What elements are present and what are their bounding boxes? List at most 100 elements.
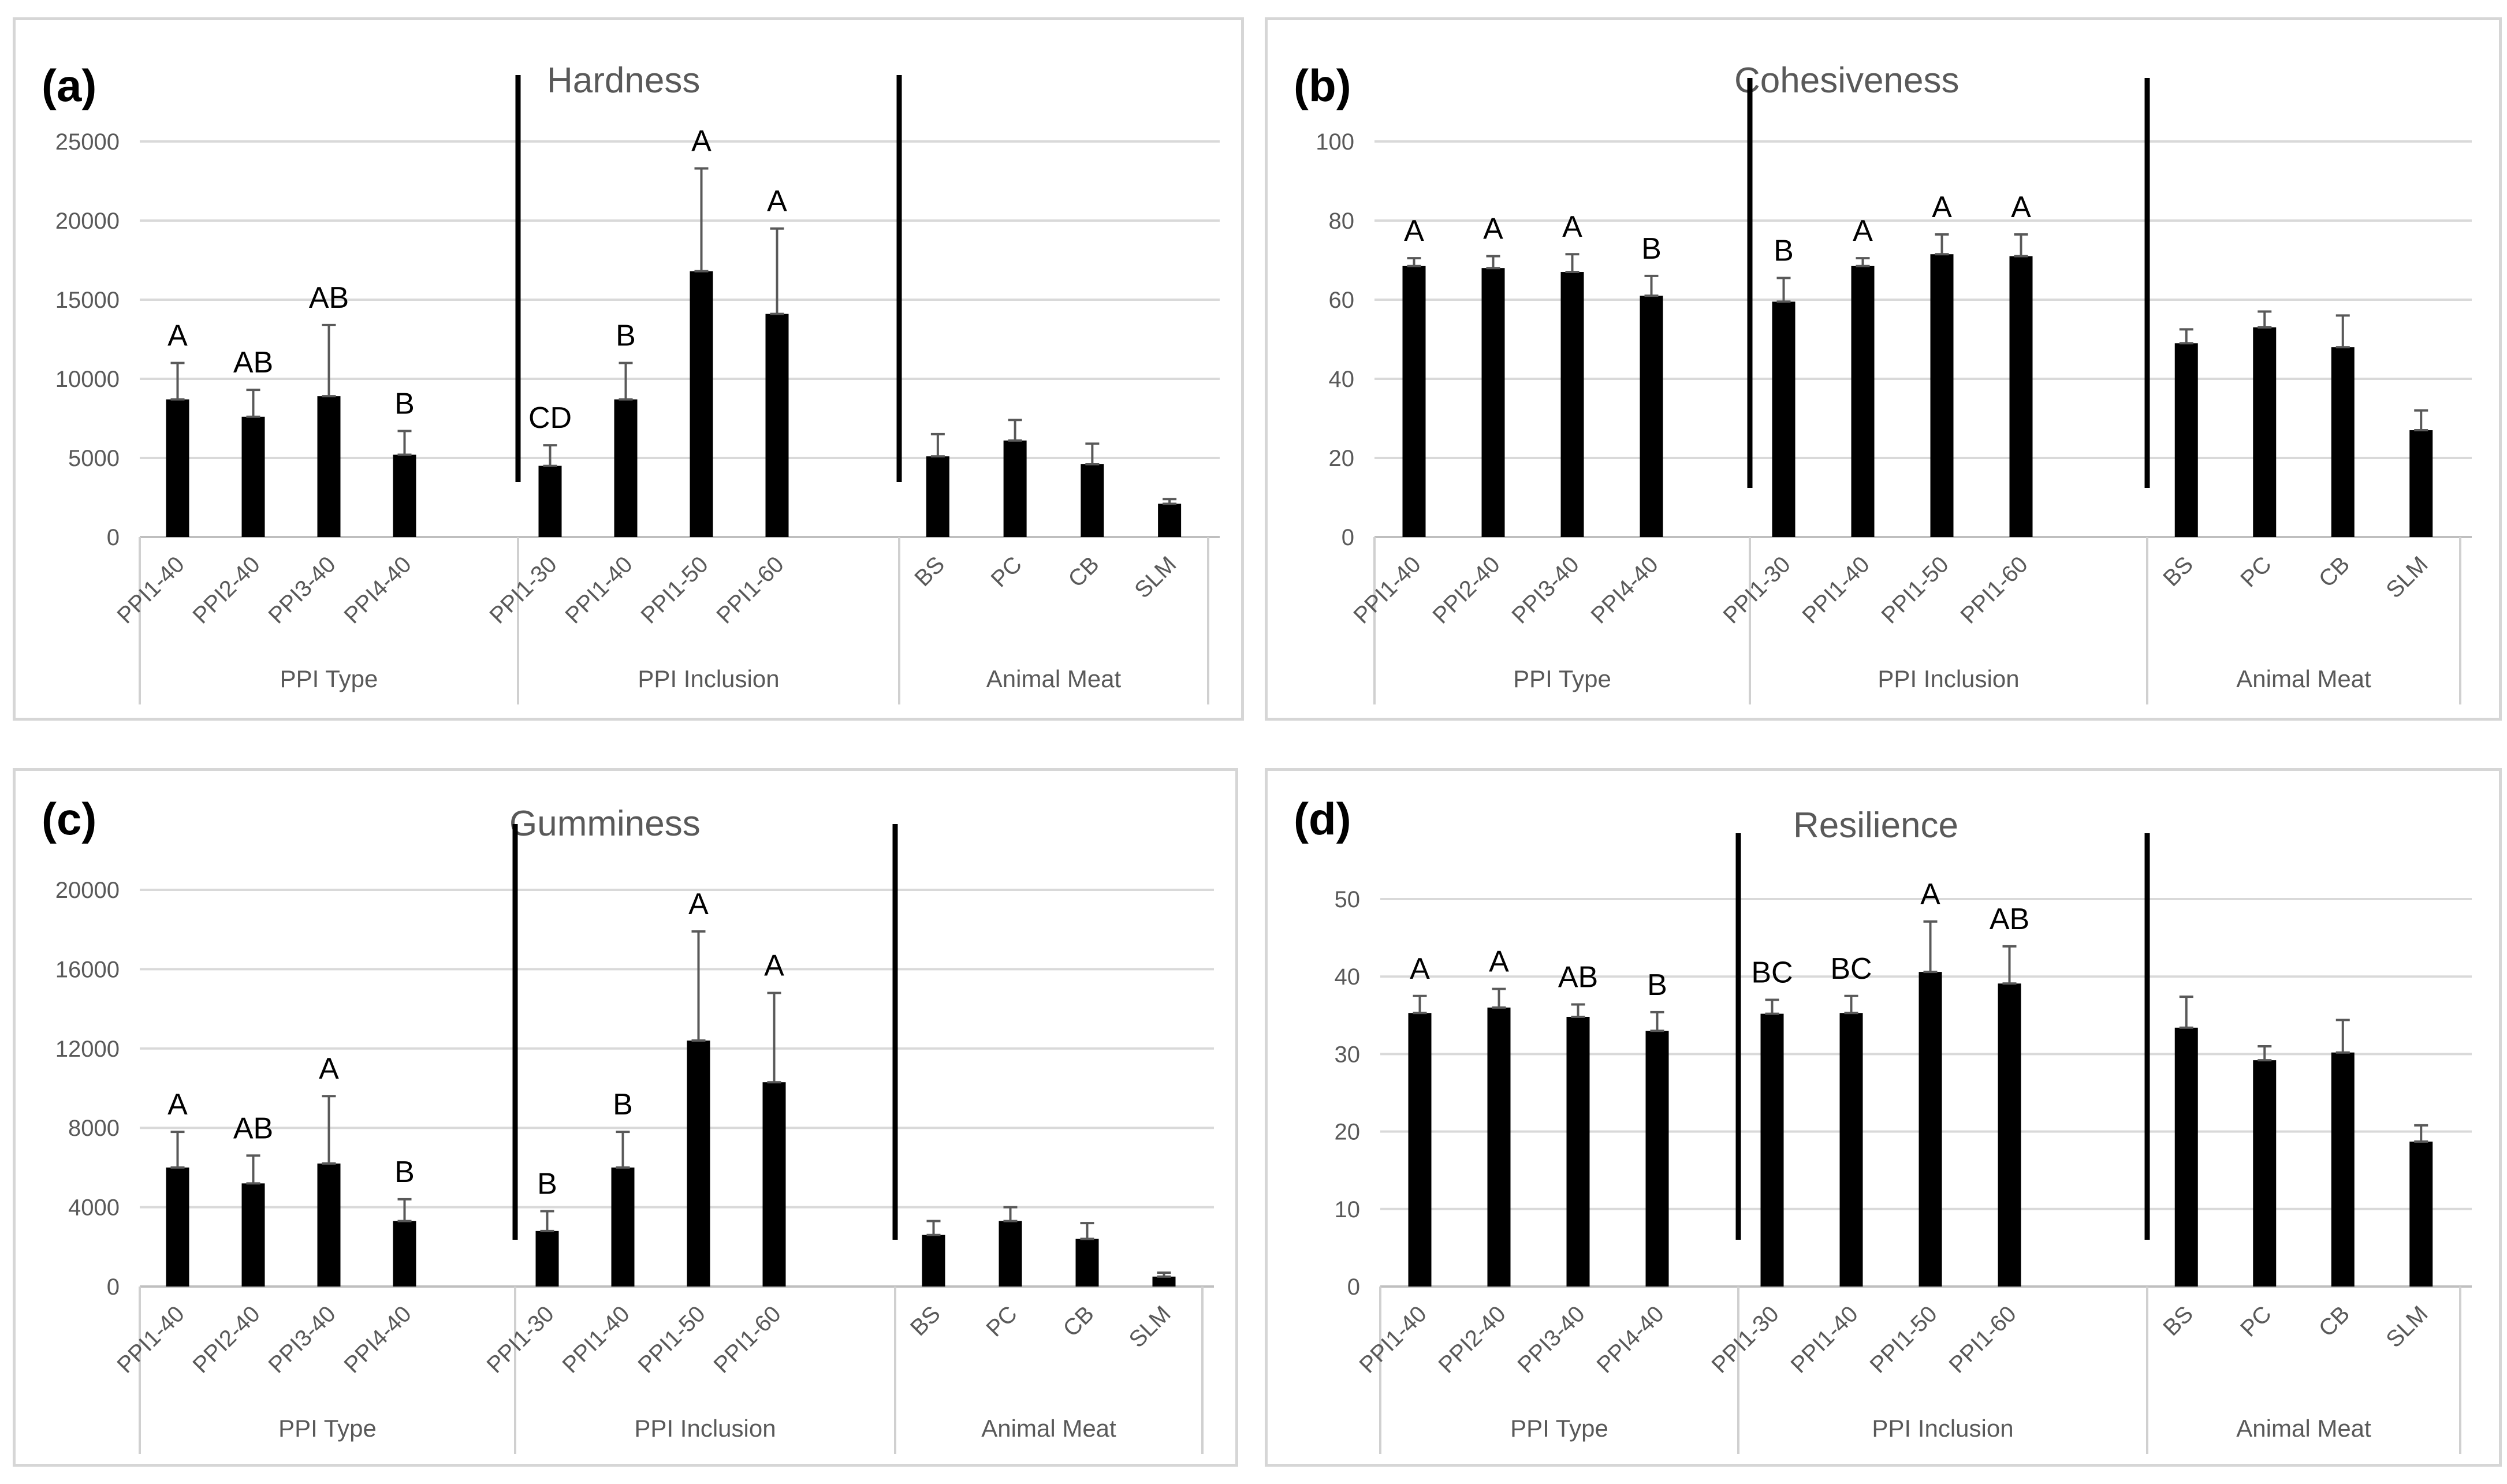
x-tick-label: PPI4-40 [1592, 1301, 1669, 1378]
bar[interactable] [317, 396, 341, 537]
bar[interactable] [393, 1221, 416, 1287]
bar[interactable] [2253, 1060, 2277, 1287]
y-tick-label: 0 [1342, 525, 1354, 550]
bar[interactable] [2331, 1052, 2355, 1287]
bar[interactable] [611, 1167, 635, 1287]
bar[interactable] [2009, 256, 2033, 537]
bar[interactable] [2409, 430, 2433, 537]
group-label: Animal Meat [981, 1415, 1116, 1442]
bar[interactable] [1487, 1007, 1511, 1287]
bar[interactable] [1402, 266, 1426, 537]
group-label: PPI Type [1510, 1415, 1608, 1442]
bar[interactable] [1075, 1239, 1099, 1287]
bar[interactable] [1760, 1013, 1784, 1287]
y-tick-label: 10000 [55, 367, 120, 392]
bar[interactable] [690, 271, 713, 537]
y-tick-label: 12000 [55, 1036, 120, 1062]
bar[interactable] [614, 399, 638, 537]
group-label: Animal Meat [2236, 1415, 2371, 1442]
bar[interactable] [1851, 266, 1875, 537]
x-tick-label: CB [2314, 551, 2355, 592]
bar[interactable] [1566, 1016, 1590, 1287]
bar[interactable] [166, 399, 189, 537]
y-tick-label: 50 [1335, 887, 1361, 912]
x-tick-label: BS [910, 551, 949, 591]
bar[interactable] [535, 1231, 559, 1287]
bar[interactable] [999, 1221, 1022, 1287]
x-tick-label: PPI4-40 [1586, 551, 1663, 628]
y-tick-label: 30 [1335, 1042, 1361, 1067]
significance-letter: B [1774, 234, 1794, 267]
significance-letter: A [1562, 210, 1582, 244]
significance-letter: AB [1990, 903, 2029, 936]
bar[interactable] [241, 416, 265, 537]
group-label: PPI Inclusion [634, 1415, 776, 1442]
significance-letter: CD [528, 401, 572, 435]
bar[interactable] [2409, 1142, 2433, 1287]
significance-letter: B [616, 319, 636, 353]
group-label: PPI Inclusion [638, 665, 779, 692]
bar[interactable] [393, 454, 416, 537]
significance-letter: A [167, 319, 188, 353]
x-tick-label: PPI1-30 [1707, 1301, 1784, 1378]
panel-cohesiveness: 0 20 40 60 80 100 (b) Cohesiveness A PPI1-40 A PPI2… [1265, 17, 2502, 721]
significance-letter: A [1920, 878, 1940, 911]
significance-letter: A [1410, 952, 1430, 986]
bar[interactable] [2174, 1027, 2198, 1287]
bar[interactable] [2331, 347, 2355, 537]
bar[interactable] [1998, 983, 2021, 1287]
bar[interactable] [317, 1164, 341, 1287]
bar[interactable] [1645, 1031, 1669, 1287]
bar[interactable] [2253, 327, 2277, 537]
bar[interactable] [1839, 1013, 1863, 1287]
y-tick-label: 10 [1335, 1197, 1361, 1222]
bar[interactable] [1919, 972, 1942, 1287]
chart-title: Cohesiveness [1734, 61, 1959, 100]
y-tick-label: 0 [1347, 1274, 1360, 1300]
x-tick-label: PPI1-50 [636, 551, 713, 628]
x-tick-label: PC [2236, 551, 2276, 592]
significance-letter: A [167, 1088, 188, 1121]
bar[interactable] [1481, 268, 1505, 537]
x-tick-label: PPI2-40 [1434, 1301, 1511, 1378]
bar[interactable] [1930, 254, 1954, 537]
bar[interactable] [926, 456, 949, 537]
x-tick-label: PPI1-40 [1349, 551, 1426, 628]
bar[interactable] [166, 1167, 189, 1287]
x-tick-label: PPI2-40 [1428, 551, 1505, 628]
bar[interactable] [1003, 440, 1027, 537]
bar[interactable] [538, 465, 562, 537]
panel-hardness: 0 5000 10000 15000 20000 25000 (a) Hardness A PPI… [13, 17, 1244, 721]
significance-letter: A [1483, 212, 1503, 246]
bar[interactable] [1560, 272, 1584, 537]
y-tick-label: 40 [1329, 367, 1355, 392]
significance-letter: A [2011, 191, 2031, 224]
bar[interactable] [922, 1235, 945, 1287]
y-tick-label: 16000 [55, 957, 120, 982]
bar[interactable] [1408, 1013, 1432, 1287]
bar[interactable] [1640, 296, 1663, 537]
group-label: PPI Type [1513, 665, 1611, 692]
x-tick-label: PPI1-40 [558, 1301, 635, 1378]
bar[interactable] [1158, 504, 1182, 537]
y-tick-label: 25000 [55, 129, 120, 155]
bar[interactable] [1152, 1276, 1176, 1287]
chart-gumminess: 0 4000 8000 12000 16000 20000 (c) Gumminess A PPI… [42, 793, 1214, 1454]
x-tick-label: CB [2314, 1301, 2355, 1341]
bar[interactable] [2174, 343, 2198, 537]
significance-letter: AB [233, 1112, 273, 1145]
chart-resilience: 0 10 20 30 40 50 (d) Resilience A PPI1-40 A PPI2-40… [1294, 793, 2472, 1454]
panel-label: (d) [1294, 793, 1351, 844]
bar[interactable] [762, 1082, 786, 1287]
bar[interactable] [1772, 301, 1795, 537]
y-tick-label: 20 [1329, 446, 1355, 471]
bar[interactable] [765, 314, 789, 537]
bar[interactable] [1081, 464, 1104, 537]
bar[interactable] [687, 1041, 710, 1287]
bar[interactable] [241, 1183, 265, 1287]
x-tick-label: PC [986, 551, 1027, 592]
significance-letter: AB [309, 281, 349, 315]
panel-label: (b) [1294, 60, 1351, 111]
significance-letter: A [767, 185, 787, 218]
panel-resilience: 0 10 20 30 40 50 (d) Resilience A PPI1-40 A PPI2-40… [1265, 768, 2502, 1467]
